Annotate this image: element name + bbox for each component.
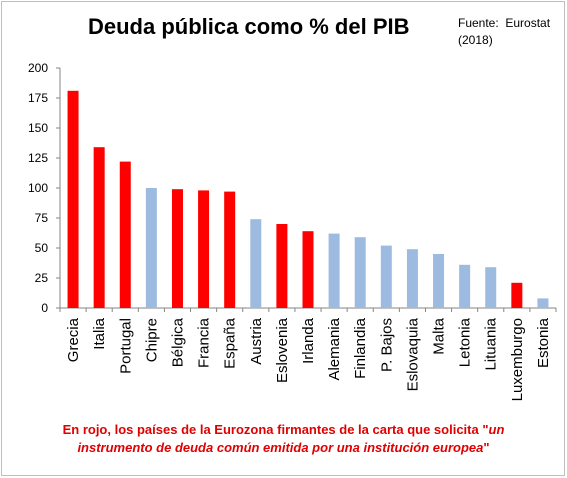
x-category-label: Eslovenia (274, 317, 291, 383)
x-category-label: Alemania (326, 317, 343, 380)
x-category-label: Eslovaquia (404, 317, 421, 391)
footnote-text-2: instrumento de deuda común emitida por u… (77, 440, 484, 455)
x-category-label: Italia (91, 317, 108, 349)
x-category-label: Luxemburgo (509, 318, 526, 401)
x-category-label: Austria (248, 317, 265, 364)
chart-source: Fuente: Eurostat (2018) (458, 15, 558, 49)
chart-title: Deuda pública como % del PIB (88, 14, 410, 39)
bar-bélgica (171, 189, 183, 308)
y-tick-label: 125 (28, 151, 48, 165)
bar-austria (250, 219, 262, 308)
bar-eslovenia (276, 224, 288, 308)
y-tick-label: 25 (35, 271, 49, 285)
x-category-label: Lituania (483, 317, 500, 370)
x-category-label: P. Bajos (378, 318, 395, 372)
bar-francia (198, 190, 210, 308)
y-tick-label: 175 (28, 91, 48, 105)
x-category-label: Bélgica (169, 317, 186, 367)
bar-grecia (67, 90, 79, 308)
bar-lituania (485, 267, 497, 308)
bar-alemania (328, 233, 340, 308)
bar-irlanda (302, 231, 314, 308)
x-category-label: España (222, 317, 239, 369)
x-category-label: Chipre (143, 318, 160, 362)
bar-portugal (119, 161, 131, 308)
x-category-label: Malta (431, 317, 448, 354)
bar-italia (93, 147, 105, 308)
bar-letonia (459, 264, 471, 308)
x-category-label: Letonia (457, 317, 474, 367)
x-category-label: Irlanda (300, 317, 317, 364)
x-category-label: Grecia (65, 317, 82, 362)
bar-luxemburgo (511, 282, 523, 308)
bar-eslovaquia (406, 249, 418, 308)
x-category-label: Francia (196, 317, 213, 368)
bar-estonia (537, 298, 549, 308)
x-category-label: Estonia (535, 317, 552, 368)
y-tick-label: 75 (35, 211, 49, 225)
x-category-label: Finlandia (352, 317, 369, 379)
bar-espa-a (224, 191, 236, 308)
chart-footnote: En rojo, los países de la Eurozona firma… (20, 421, 547, 457)
footnote-text-1: En rojo, los países de la Eurozona firma… (62, 422, 489, 437)
y-tick-label: 0 (41, 301, 48, 315)
bar-p-bajos (380, 245, 392, 308)
source-year: (2018) (458, 33, 493, 47)
bar-chipre (145, 188, 157, 308)
bar-malta (433, 254, 445, 308)
footnote-text-2-end: " (483, 440, 490, 455)
y-tick-label: 50 (35, 241, 49, 255)
y-tick-label: 100 (28, 181, 48, 195)
y-tick-label: 200 (28, 61, 48, 75)
source-label: Fuente: Eurostat (458, 16, 551, 30)
bar-finlandia (354, 237, 366, 308)
footnote-text-1-italic: un (488, 422, 505, 437)
x-category-label: Portugal (117, 318, 134, 374)
y-tick-label: 150 (28, 121, 48, 135)
